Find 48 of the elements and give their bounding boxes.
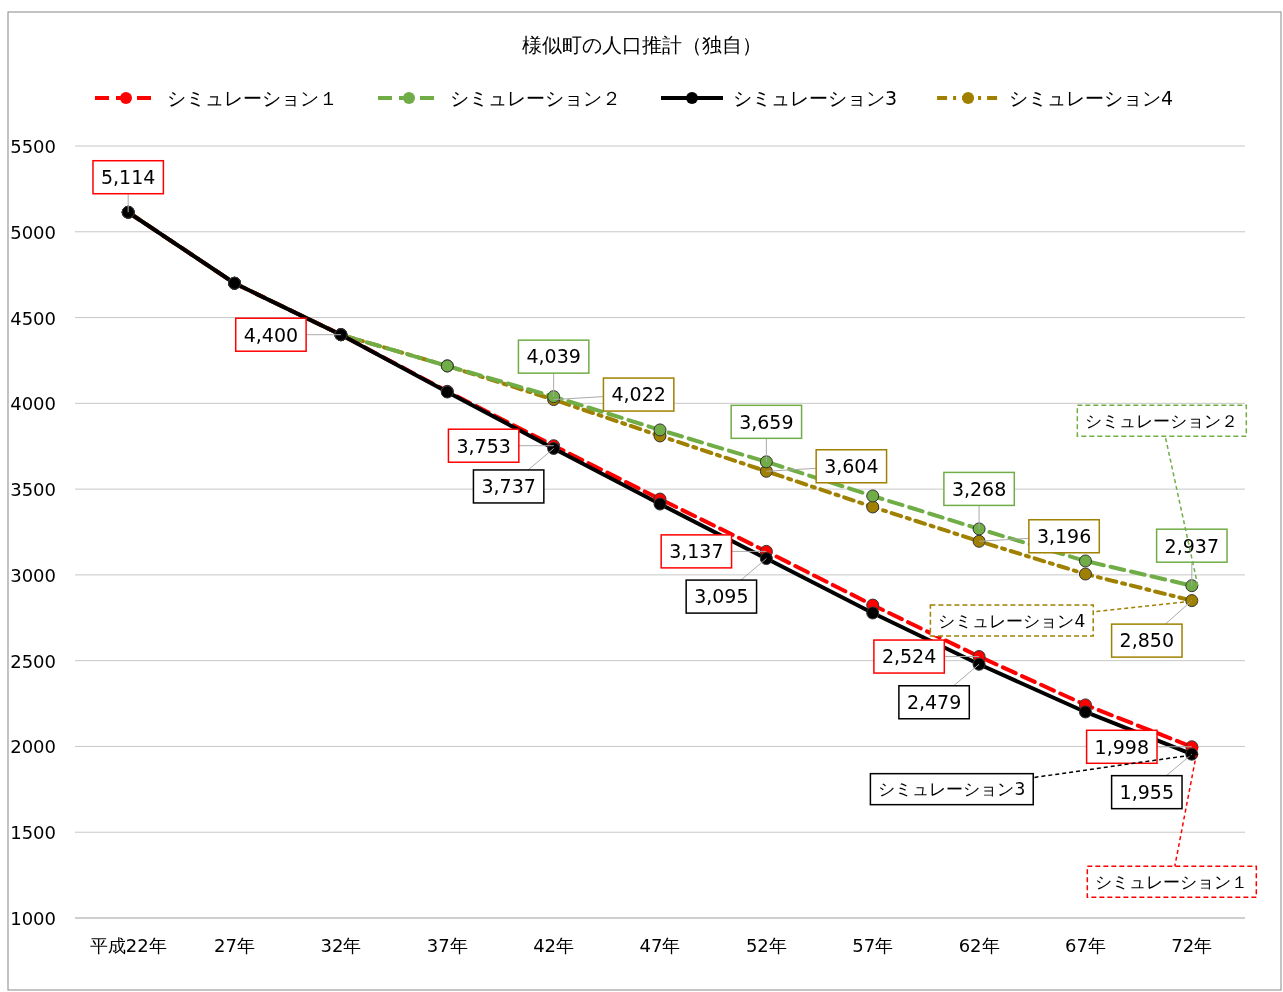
data-label: 2,524 bbox=[881, 645, 937, 668]
chart-title: 様似町の人口推計（独自） bbox=[521, 33, 762, 57]
data-label: 3,137 bbox=[669, 540, 724, 563]
text: シミュレーション4 bbox=[938, 610, 1086, 631]
data-label: 2,850 bbox=[1119, 629, 1175, 652]
x-tick-label: 47年 bbox=[639, 935, 681, 956]
text: シミュレーション3 bbox=[878, 779, 1026, 800]
data-label: 3,196 bbox=[1036, 525, 1092, 548]
data-label: 3,737 bbox=[481, 475, 536, 498]
x-tick-label: 72年 bbox=[1171, 935, 1213, 956]
y-tick-label: 5000 bbox=[10, 221, 56, 243]
data-label: 4,039 bbox=[526, 345, 581, 368]
x-tick-label: 27年 bbox=[214, 935, 255, 956]
y-tick-label: 4000 bbox=[10, 393, 56, 415]
x-tick-label: 67年 bbox=[1065, 935, 1106, 956]
y-tick-label: 1500 bbox=[10, 822, 56, 844]
data-label: 4,022 bbox=[611, 383, 666, 406]
data-label: 4,400 bbox=[243, 323, 299, 346]
legend-label: シミュレーション3 bbox=[733, 87, 898, 109]
x-tick-label: 42年 bbox=[533, 935, 575, 956]
x-tick-label: 52年 bbox=[745, 935, 787, 956]
y-tick-label: 1000 bbox=[10, 908, 56, 929]
text: シミュレーション２ bbox=[1085, 410, 1239, 431]
text: シミュレーション１ bbox=[1095, 871, 1249, 892]
data-label: 3,753 bbox=[456, 434, 511, 457]
y-tick-label: 2500 bbox=[10, 650, 56, 672]
data-label: 2,479 bbox=[906, 691, 962, 714]
y-tick-label: 2000 bbox=[10, 736, 56, 758]
y-tick-label: 4500 bbox=[10, 307, 56, 329]
x-tick-label: 57年 bbox=[852, 935, 894, 956]
x-tick-label: 32年 bbox=[320, 935, 362, 956]
data-label: 2,937 bbox=[1164, 534, 1220, 557]
x-tick-label: 62年 bbox=[958, 935, 1000, 956]
data-label: 3,095 bbox=[694, 585, 749, 608]
data-label: 3,268 bbox=[951, 477, 1007, 500]
y-tick-label: 3500 bbox=[10, 479, 56, 501]
x-tick-label: 37年 bbox=[426, 935, 468, 956]
y-tick-label: 5500 bbox=[10, 136, 56, 157]
data-label: 1,955 bbox=[1119, 781, 1175, 803]
legend-label: シミュレーション１ bbox=[167, 87, 338, 109]
legend-label: シミュレーション4 bbox=[1009, 87, 1174, 109]
data-label: 1,998 bbox=[1094, 735, 1150, 758]
y-tick-label: 3000 bbox=[10, 564, 56, 586]
data-label: 3,659 bbox=[739, 410, 794, 433]
legend-label: シミュレーション２ bbox=[450, 87, 621, 109]
data-label: 3,604 bbox=[824, 455, 879, 478]
data-label: 5,114 bbox=[100, 166, 156, 189]
x-tick-label: 平成22年 bbox=[89, 935, 167, 956]
